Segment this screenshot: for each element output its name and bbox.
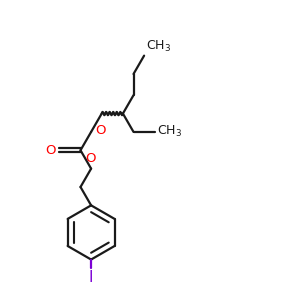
Text: O: O [45, 144, 56, 157]
Text: CH$_3$: CH$_3$ [157, 124, 182, 140]
Text: CH$_3$: CH$_3$ [146, 39, 172, 54]
Text: I: I [89, 270, 93, 285]
Text: O: O [85, 152, 95, 165]
Text: O: O [95, 124, 106, 137]
